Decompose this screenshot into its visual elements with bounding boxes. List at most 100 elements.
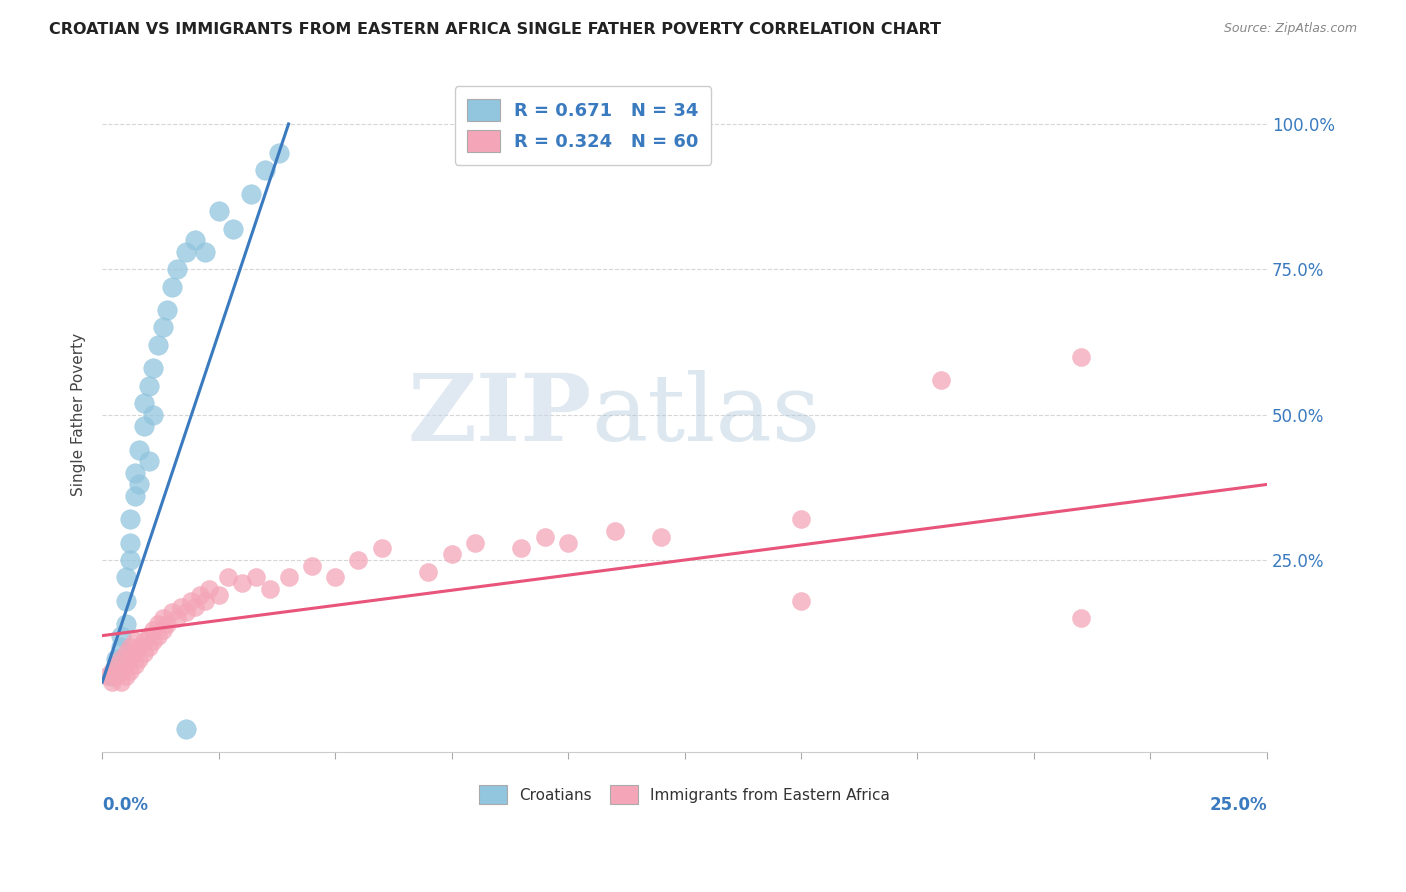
Text: ZIP: ZIP [408, 369, 592, 459]
Point [650, 530, 672, 544]
Point [142, 634, 165, 648]
Point [194, 593, 217, 607]
Point [152, 623, 174, 637]
Point [146, 629, 169, 643]
Point [100, 675, 122, 690]
Text: atlas: atlas [592, 369, 821, 459]
Point [156, 303, 179, 318]
Point [269, 146, 291, 161]
Text: 0.0%: 0.0% [103, 796, 148, 814]
Point [105, 669, 128, 683]
Point [170, 599, 193, 614]
Point [114, 593, 136, 607]
Point [166, 611, 188, 625]
Point [160, 279, 183, 293]
Point [120, 512, 142, 526]
Point [231, 576, 253, 591]
Point [120, 535, 142, 549]
Point [128, 652, 150, 666]
Point [110, 652, 132, 666]
Point [277, 570, 299, 584]
Point [790, 593, 813, 607]
Point [440, 547, 463, 561]
Point [371, 541, 394, 556]
Point [105, 657, 128, 672]
Text: Source: ZipAtlas.com: Source: ZipAtlas.com [1223, 22, 1357, 36]
Point [138, 454, 160, 468]
Point [142, 408, 165, 422]
Point [184, 233, 207, 247]
Point [120, 640, 142, 655]
Point [134, 396, 156, 410]
Point [301, 558, 323, 573]
Point [347, 553, 370, 567]
Point [240, 186, 263, 201]
Point [146, 617, 169, 632]
Point [254, 163, 277, 178]
Point [124, 646, 146, 660]
Point [105, 657, 128, 672]
Text: 25.0%: 25.0% [1209, 796, 1267, 814]
Point [100, 664, 122, 678]
Point [96, 669, 118, 683]
Point [198, 582, 221, 596]
Point [114, 570, 136, 584]
Point [221, 221, 243, 235]
Point [114, 617, 136, 632]
Point [152, 611, 174, 625]
Point [217, 570, 239, 584]
Text: CROATIAN VS IMMIGRANTS FROM EASTERN AFRICA SINGLE FATHER POVERTY CORRELATION CHA: CROATIAN VS IMMIGRANTS FROM EASTERN AFRI… [49, 22, 941, 37]
Point [128, 442, 150, 457]
Point [114, 646, 136, 660]
Point [245, 570, 267, 584]
Point [124, 634, 146, 648]
Point [124, 466, 146, 480]
Point [174, 244, 197, 259]
Point [174, 606, 197, 620]
Point [180, 593, 202, 607]
Point [259, 582, 281, 596]
Point [208, 204, 231, 219]
Point [134, 646, 156, 660]
Point [156, 617, 179, 632]
Point [134, 419, 156, 434]
Point [464, 535, 486, 549]
Point [929, 373, 952, 387]
Point [105, 652, 128, 666]
Point [128, 477, 150, 491]
Point [142, 361, 165, 376]
Point [114, 657, 136, 672]
Point [120, 652, 142, 666]
Point [1070, 350, 1092, 364]
Point [160, 606, 183, 620]
Point [100, 669, 122, 683]
Point [418, 565, 440, 579]
Point [188, 588, 211, 602]
Point [110, 675, 132, 690]
Point [142, 623, 165, 637]
Point [174, 722, 197, 736]
Legend: Croatians, Immigrants from Eastern Africa: Croatians, Immigrants from Eastern Afric… [472, 778, 897, 812]
Point [510, 541, 533, 556]
Point [110, 629, 132, 643]
Point [146, 338, 169, 352]
Point [138, 629, 160, 643]
Point [124, 657, 146, 672]
Point [208, 588, 231, 602]
Point [138, 378, 160, 392]
Point [166, 262, 188, 277]
Point [128, 640, 150, 655]
Point [603, 524, 626, 538]
Point [533, 530, 555, 544]
Point [110, 664, 132, 678]
Point [120, 664, 142, 678]
Point [184, 599, 207, 614]
Point [790, 512, 813, 526]
Point [323, 570, 346, 584]
Point [134, 634, 156, 648]
Point [110, 640, 132, 655]
Point [152, 320, 174, 334]
Point [194, 244, 217, 259]
Point [1070, 611, 1092, 625]
Point [124, 489, 146, 503]
